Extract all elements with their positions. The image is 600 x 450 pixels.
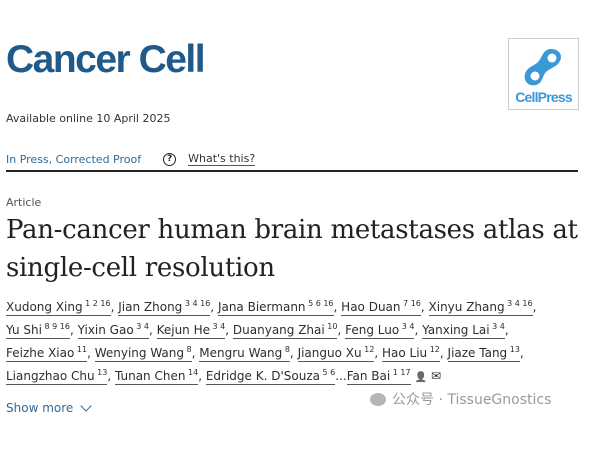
author-link[interactable]: Jiaze Tang 13 [447,345,520,362]
author-name: Wenying Wang [94,346,184,360]
author-name: Duanyang Zhai [232,323,325,337]
person-icon[interactable]: 👤 [414,372,428,383]
author-name: Edridge K. D'Souza [205,369,320,383]
author-name: Yixin Gao [77,323,134,337]
author-affiliations: 10 [324,322,338,331]
author-link[interactable]: Wenying Wang 8 [94,345,192,362]
author-affiliations: 3 4 16 [182,299,211,308]
author-affiliations: 3 4 [210,322,226,331]
author-name: Jiaze Tang [447,346,508,360]
author-name: Feng Luo [345,323,400,337]
journal-title[interactable]: Cancer Cell [6,38,206,81]
author-name: Yanxing Lai [422,323,490,337]
author-affiliations: 3 4 [489,322,505,331]
author-affiliations: 13 [507,345,520,354]
author-affiliations: 3 4 [399,322,415,331]
author-name: Mengru Wang [199,346,283,360]
question-circle-icon[interactable]: ? [163,152,177,166]
author-link[interactable]: Xinyu Zhang 3 4 16 [428,299,533,316]
author-ellipsis: ... [335,369,347,383]
cellpress-logo-icon [524,49,561,86]
author-link[interactable]: Tunan Chen 14 [114,368,199,385]
author-affiliations: 1 17 [390,368,411,377]
author-affiliations: 3 4 16 [504,299,533,308]
author-row: Xudong Xing 1 2 16, Jian Zhong 3 4 16, J… [6,299,537,316]
author-affiliations: 1 2 16 [82,299,111,308]
author-link[interactable]: Jana Biermann 5 6 16 [217,299,334,316]
article-type: Article [6,196,42,209]
author-row: Feizhe Xiao 11, Wenying Wang 8, Mengru W… [6,345,524,362]
chevron-down-icon [80,400,92,412]
author-affiliations: 14 [185,368,199,377]
author-affiliations: 11 [74,345,88,354]
author-affiliations: 3 4 [133,322,149,331]
author-affiliations: 5 6 16 [305,299,334,308]
author-link[interactable]: Xudong Xing 1 2 16 [6,300,111,316]
author-link[interactable]: Jianguo Xu 12 [297,345,375,362]
author-name: Xudong Xing [6,300,83,314]
show-more-label: Show more [6,401,74,415]
author-affiliations: 13 [94,368,108,377]
author-name: Tunan Chen [114,369,186,383]
author-affiliations: 5 6 [319,368,336,377]
author-name: Liangzhao Chu [6,369,95,383]
show-more-button[interactable]: Show more [6,400,92,415]
author-link[interactable]: Mengru Wang 8 [199,346,290,362]
author-link[interactable]: Jian Zhong 3 4 16 [118,299,211,316]
author-link[interactable]: Feng Luo 3 4 [345,322,415,339]
author-name: Hao Liu [381,346,428,360]
author-row: Yu Shi 8 9 16, Yixin Gao 3 4, Kejun He 3… [6,322,509,339]
whats-this-link[interactable]: What's this? [188,152,256,166]
author-name: Yu Shi [6,323,42,337]
author-link[interactable]: Edridge K. D'Souza 5 6 [205,368,336,385]
author-list: Xudong Xing 1 2 16, Jian Zhong 3 4 16, J… [6,296,536,389]
author-affiliations: 7 16 [400,299,421,308]
author-name: Jian Zhong [118,300,183,314]
email-icon[interactable]: ✉ [431,369,442,383]
author-affiliations: 8 9 16 [41,322,70,331]
author-name: Jianguo Xu [297,346,362,360]
cellpress-logo-text: CellPress [515,89,572,105]
cellpress-logo[interactable]: CellPress [508,38,579,110]
author-row: Liangzhao Chu 13, Tunan Chen 14, Edridge… [6,365,536,389]
author-affiliations: 8 [184,345,192,354]
author-link[interactable]: Kejun He 3 4 [156,322,226,339]
author-name: Feizhe Xiao [6,346,75,360]
author-name: Kejun He [156,323,210,337]
author-link[interactable]: Yu Shi 8 9 16 [6,323,70,339]
available-online-date: Available online 10 April 2025 [6,112,171,125]
watermark: 公众号 · TissueGnostics [370,389,551,409]
author-affiliations: 12 [427,345,440,354]
author-link[interactable]: Duanyang Zhai 10 [232,322,338,339]
author-link[interactable]: Hao Liu 12 [381,345,440,362]
author-name: Jana Biermann [217,300,306,314]
author-affiliations: 8 [282,345,290,354]
watermark-text: 公众号 · TissueGnostics [392,392,552,408]
author-link[interactable]: Yanxing Lai 3 4 [422,323,505,339]
article-title: Pan-cancer human brain metastases atlas … [6,215,578,283]
author-link[interactable]: Fan Bai 1 17 [346,368,411,385]
author-name: Xinyu Zhang [428,300,505,314]
article-status: In Press, Corrected Proof ? What's this? [6,152,256,166]
author-name: Hao Duan [341,300,401,314]
author-link[interactable]: Hao Duan 7 16 [341,300,421,316]
divider [6,170,578,172]
author-link[interactable]: Liangzhao Chu 13 [6,368,108,385]
author-name: Fan Bai [346,369,391,383]
in-press-link[interactable]: In Press, Corrected Proof [6,152,142,166]
author-affiliations: 12 [361,345,375,354]
author-link[interactable]: Feizhe Xiao 11 [6,345,88,362]
author-link[interactable]: Yixin Gao 3 4 [77,322,149,339]
wechat-icon [370,392,386,406]
